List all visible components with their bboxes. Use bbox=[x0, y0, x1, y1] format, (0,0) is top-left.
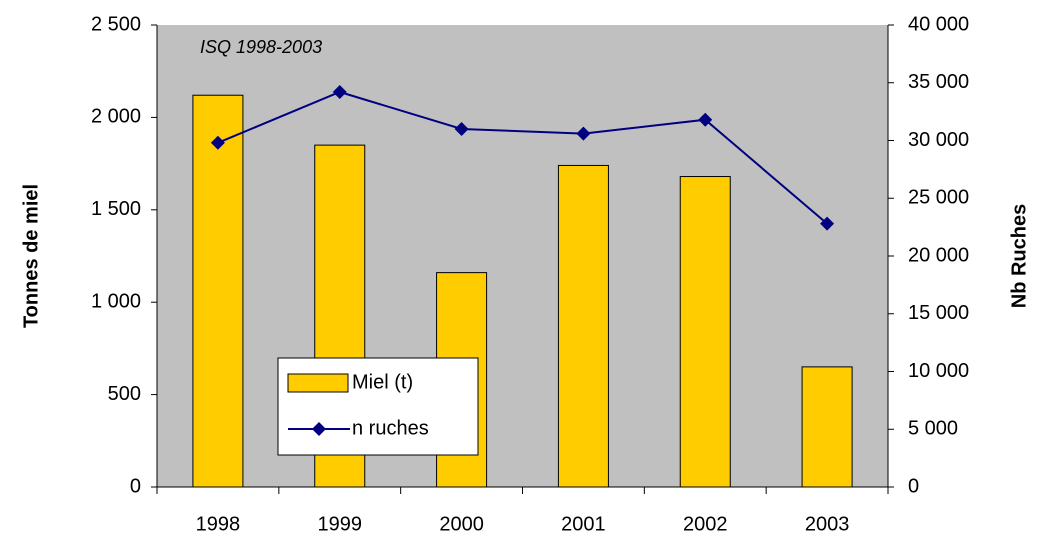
line bbox=[217, 90, 828, 225]
y2-tick-label: 30 000 bbox=[908, 129, 969, 151]
y2-tick-label: 5 000 bbox=[908, 418, 958, 440]
point bbox=[576, 126, 591, 141]
y-tick-label: 500 bbox=[108, 383, 141, 405]
bar bbox=[679, 176, 731, 488]
bar bbox=[192, 94, 244, 488]
point bbox=[454, 121, 469, 136]
point bbox=[698, 112, 713, 127]
y-tick-label: 1 500 bbox=[91, 198, 141, 220]
legend-label: n ruches bbox=[352, 417, 429, 439]
bar bbox=[801, 366, 853, 488]
y2-tick-label: 40 000 bbox=[908, 13, 969, 35]
y-axis-title: Tonnes de miel bbox=[20, 184, 42, 328]
y2-tick-label: 10 000 bbox=[908, 360, 969, 382]
annotation: ISQ 1998-2003 bbox=[200, 37, 322, 57]
y2-axis-title: Nb Ruches bbox=[1008, 204, 1030, 308]
legend-marker bbox=[312, 422, 326, 436]
legend-label: Miel (t) bbox=[352, 371, 413, 393]
plot-area bbox=[157, 25, 888, 487]
y-tick-label: 1 000 bbox=[91, 290, 141, 312]
x-tick-label: 2001 bbox=[561, 513, 606, 535]
point bbox=[820, 216, 835, 231]
legend-swatch bbox=[287, 373, 349, 393]
y-tick-label: 2 000 bbox=[91, 106, 141, 128]
x-tick-label: 2003 bbox=[805, 513, 850, 535]
y2-tick-label: 15 000 bbox=[908, 302, 969, 324]
x-tick-label: 1999 bbox=[318, 513, 363, 535]
y-tick-label: 2 500 bbox=[91, 13, 141, 35]
y2-tick-label: 0 bbox=[908, 475, 919, 497]
x-tick-label: 1998 bbox=[196, 513, 241, 535]
y2-tick-label: 35 000 bbox=[908, 71, 969, 93]
x-tick-label: 2000 bbox=[439, 513, 484, 535]
point bbox=[332, 84, 347, 99]
y-tick-label: 0 bbox=[130, 475, 141, 497]
y2-tick-label: 25 000 bbox=[908, 187, 969, 209]
x-tick-label: 2002 bbox=[683, 513, 728, 535]
bar bbox=[557, 164, 609, 488]
point bbox=[210, 135, 225, 150]
y2-tick-label: 20 000 bbox=[908, 244, 969, 266]
